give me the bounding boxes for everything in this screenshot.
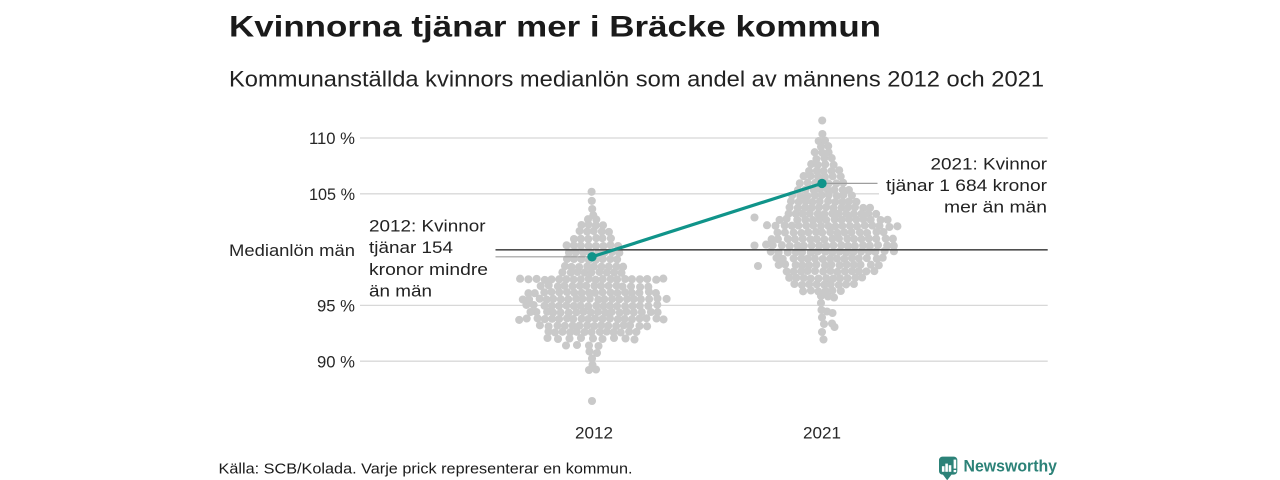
svg-text:105 %: 105 % xyxy=(309,185,355,204)
svg-text:2012: Kvinnor: 2012: Kvinnor xyxy=(369,216,486,235)
svg-text:kronor mindre: kronor mindre xyxy=(369,260,488,279)
svg-text:95 %: 95 % xyxy=(317,297,355,316)
svg-text:Kvinnorna tjänar mer i Bräcke: Kvinnorna tjänar mer i Bräcke kommun xyxy=(229,11,881,44)
svg-text:tjänar 1 684 kronor: tjänar 1 684 kronor xyxy=(886,176,1047,195)
svg-text:110 %: 110 % xyxy=(309,129,355,148)
svg-text:Källa: SCB/Kolada. Varje prick: Källa: SCB/Kolada. Varje prick represent… xyxy=(219,460,633,477)
svg-text:mer än män: mer än män xyxy=(944,198,1047,217)
svg-text:Kommunanställda kvinnors media: Kommunanställda kvinnors medianlön som a… xyxy=(229,67,1044,92)
svg-text:2021: Kvinnor: 2021: Kvinnor xyxy=(931,155,1048,174)
svg-text:Newsworthy: Newsworthy xyxy=(964,458,1058,476)
svg-text:än män: än män xyxy=(369,282,432,301)
svg-text:Medianlön män: Medianlön män xyxy=(229,241,355,260)
svg-text:2012: 2012 xyxy=(575,424,613,443)
svg-text:tjänar 154: tjänar 154 xyxy=(369,238,453,257)
svg-text:2021: 2021 xyxy=(803,424,841,443)
svg-text:90 %: 90 % xyxy=(317,352,355,371)
